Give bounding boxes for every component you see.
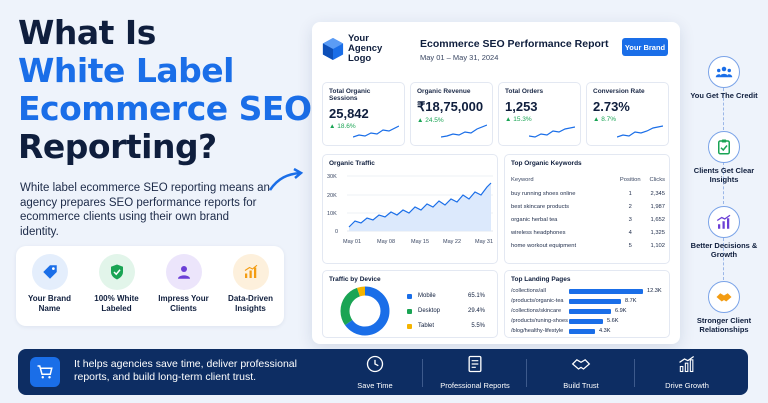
bottom-text: It helps agencies save time, deliver pro… — [74, 358, 297, 383]
landing-row: /products/organic-tea 8.7K — [511, 298, 637, 304]
handshake-icon — [708, 281, 740, 313]
headline-line-1: What Is — [18, 13, 156, 52]
kpi-total-orders: Total Orders 1,253 ▲ 15.3% — [498, 82, 581, 146]
donut-slice-tablet — [340, 286, 390, 336]
top-keywords-panel: Top Organic Keywords Keyword Position Cl… — [504, 154, 670, 264]
kpi-organic-sessions: Total Organic Sessions 25,842 ▲ 18.6% — [322, 82, 405, 146]
divider — [634, 359, 635, 387]
feature-data-insights: Data-Driven Insights — [219, 254, 283, 326]
arrow-right-icon — [268, 168, 304, 191]
top-landing-pages-panel: Top Landing Pages /collections/all 12.3K… — [504, 270, 670, 338]
donut-slice-desktop — [340, 286, 390, 336]
clock-icon — [366, 355, 384, 373]
tag-icon — [31, 254, 68, 290]
x-tick: May 01 — [343, 239, 361, 245]
landing-row: /collections/all 12.3K — [511, 288, 662, 294]
benefit-insights: Clients Get Clear Insights — [690, 131, 758, 184]
organic-traffic-panel: Organic Traffic 30K 20K 10K 0 May 01 May… — [322, 154, 498, 264]
handshake-icon — [571, 359, 591, 370]
user-icon — [165, 254, 202, 290]
keyword-row: home workout equipment 5 1,102 — [511, 243, 666, 249]
agency-logo: Your Agency Logo — [322, 34, 392, 64]
landing-bar — [569, 328, 595, 334]
connector-line — [723, 88, 724, 130]
bottom-drive-growth: Drive Growth — [642, 354, 732, 390]
kpi-organic-revenue: Organic Revenue ₹18,75,000 ▲ 24.5% — [410, 82, 493, 146]
group-icon — [708, 56, 740, 88]
landing-bar — [569, 318, 603, 324]
headline-line-4: Reporting? — [18, 127, 217, 166]
headline-line-3: Ecommerce SEO — [18, 89, 312, 128]
keywords-header: Keyword Position Clicks — [511, 177, 666, 183]
keyword-row: wireless headphones 4 1,325 — [511, 230, 666, 236]
report-date: May 01 – May 31, 2024 — [420, 53, 499, 62]
traffic-by-device-title: Traffic by Device — [329, 276, 381, 283]
device-donut-chart — [340, 286, 390, 336]
benefit-credit: You Get The Credit — [690, 56, 758, 100]
y-tick: 10K — [327, 211, 337, 217]
landing-bar — [569, 288, 643, 294]
feature-white-labeled: 100% White Labeled — [85, 254, 149, 326]
bottom-build-trust: Build Trust — [536, 354, 626, 390]
y-tick: 30K — [327, 174, 337, 180]
feature-brand-name: Your Brand Name — [18, 254, 82, 326]
clipboard-check-icon — [708, 131, 740, 163]
x-tick: May 08 — [377, 239, 395, 245]
x-tick: May 22 — [443, 239, 461, 245]
organic-traffic-title: Organic Traffic — [329, 160, 375, 167]
page-headline: What Is White Label Ecommerce SEO Report… — [18, 14, 312, 166]
report-card: Your Agency Logo Ecommerce SEO Performan… — [312, 22, 680, 344]
landing-row: /collections/skincare 6.9K — [511, 308, 627, 314]
your-brand-button[interactable]: Your Brand — [622, 38, 668, 56]
y-tick: 20K — [327, 193, 337, 199]
legend-mobile: Mobile 65.1% — [407, 293, 485, 299]
intro-text: White label ecommerce SEO reporting mean… — [20, 182, 270, 238]
headline-line-2: White Label — [18, 51, 234, 90]
feature-impress-clients: Impress Your Clients — [152, 254, 216, 326]
bottom-banner: It helps agencies save time, deliver pro… — [18, 349, 748, 395]
bottom-save-time: Save Time — [330, 354, 420, 390]
bottom-professional-reports: Professional Reports — [430, 354, 520, 390]
keyword-row: organic herbal tea 3 1,652 — [511, 217, 666, 223]
feature-card: Your Brand Name 100% White Labeled Impre… — [16, 246, 284, 326]
cube-logo-icon — [322, 38, 344, 60]
legend-desktop: Desktop 29.4% — [407, 308, 485, 314]
growth-icon — [679, 355, 695, 373]
traffic-by-device-panel: Traffic by Device Mobile 65.1% Desktop 2… — [322, 270, 498, 338]
shield-check-icon — [98, 254, 135, 290]
sparkline — [353, 125, 399, 138]
legend-tablet: Tablet 5.5% — [407, 323, 485, 329]
x-tick: May 31 — [475, 239, 493, 245]
kpi-conversion-rate: Conversion Rate 2.73% ▲ 8.7% — [586, 82, 669, 146]
sparkline — [617, 125, 663, 138]
keyword-row: buy running shoes online 1 2,345 — [511, 191, 666, 197]
document-icon — [468, 355, 482, 373]
keyword-row: best skincare products 2 1,987 — [511, 204, 666, 210]
sparkline — [529, 126, 575, 138]
bar-chart-icon — [232, 254, 269, 290]
growth-chart-icon — [708, 206, 740, 238]
landing-row: /products/runing-shoes 5.6K — [511, 318, 619, 324]
divider — [422, 359, 423, 387]
landing-bar — [569, 298, 621, 304]
divider — [526, 359, 527, 387]
report-title: Ecommerce SEO Performance Report — [420, 38, 609, 50]
benefit-decisions: Better Decisions & Growth — [690, 206, 758, 259]
benefit-relationships: Stronger Client Relationships — [690, 281, 758, 334]
sparkline — [441, 124, 487, 138]
logo-text: Your Agency Logo — [348, 33, 383, 64]
organic-traffic-chart: 30K 20K 10K 0 May 01 May 08 May 15 May 2… — [327, 174, 493, 245]
top-keywords-title: Top Organic Keywords — [511, 160, 582, 167]
y-tick: 0 — [335, 229, 338, 235]
connector-line — [723, 238, 724, 280]
landing-row: /blog/healthy-lifestyle 4.3K — [511, 328, 611, 334]
cart-icon — [30, 357, 60, 387]
x-tick: May 15 — [411, 239, 429, 245]
landing-bar — [569, 308, 611, 314]
connector-line — [723, 162, 724, 204]
top-landing-pages-title: Top Landing Pages — [511, 276, 571, 283]
